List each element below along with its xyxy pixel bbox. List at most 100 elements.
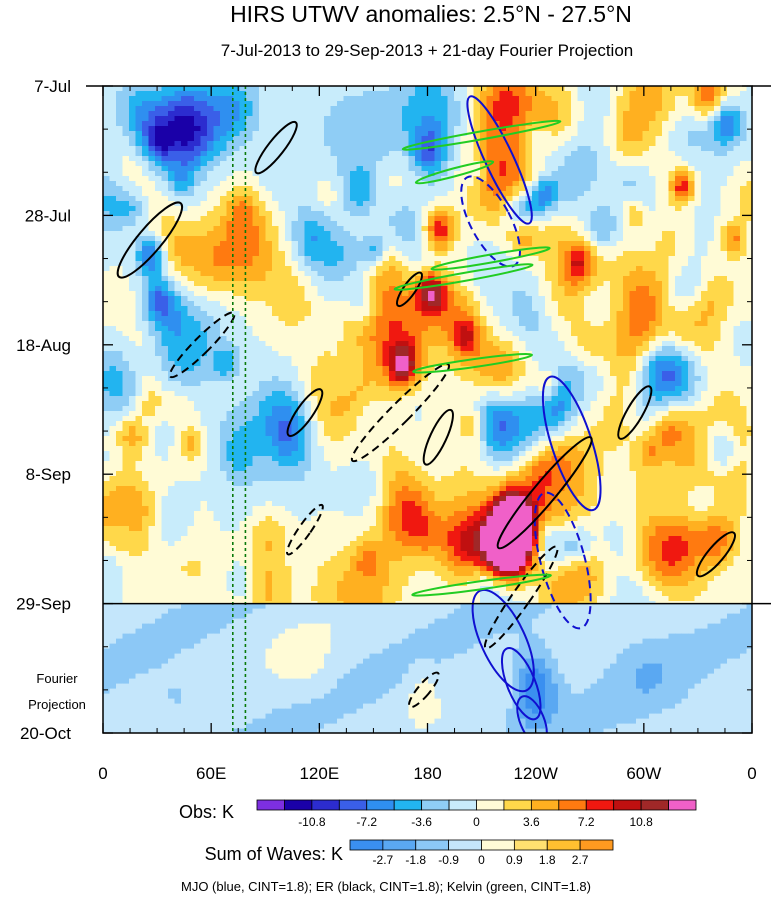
obs-cell — [629, 311, 637, 317]
obs-cell — [577, 166, 585, 172]
obs-cell — [714, 266, 721, 272]
obs-cell — [304, 216, 312, 222]
obs-cell — [155, 156, 162, 162]
obs-cell — [525, 91, 533, 97]
obs-cell — [330, 261, 338, 267]
obs-cell — [584, 141, 591, 147]
obs-cell — [688, 321, 695, 327]
obs-cell — [343, 191, 351, 197]
obs-cell — [343, 331, 351, 337]
obs-cell — [733, 296, 741, 302]
obs-cell — [337, 186, 344, 192]
obs-cell — [642, 176, 650, 182]
obs-cell — [421, 226, 429, 232]
obs-cell — [597, 111, 604, 117]
obs-cell — [389, 221, 396, 227]
obs-cell — [246, 91, 253, 97]
obs-cell — [324, 326, 331, 332]
obs-cell — [213, 226, 221, 232]
obs-cell — [642, 116, 650, 122]
obs-cell — [688, 236, 695, 242]
obs-cell — [597, 241, 604, 247]
obs-cell — [642, 271, 650, 277]
obs-cell — [662, 201, 669, 207]
obs-cell — [649, 86, 656, 92]
obs-cell — [493, 316, 500, 322]
obs-cell — [324, 221, 331, 227]
obs-cell — [623, 106, 630, 112]
obs-cell — [668, 246, 676, 252]
obs-cell — [161, 116, 169, 122]
obs-cell — [233, 196, 240, 202]
obs-cell — [584, 291, 591, 297]
obs-cell — [662, 136, 669, 142]
obs-cell — [408, 221, 416, 227]
obs-cell — [655, 141, 663, 147]
obs-cell — [207, 91, 214, 97]
obs-cell — [597, 281, 604, 287]
obs-cell — [467, 331, 474, 337]
obs-cell — [441, 186, 448, 192]
obs-cell — [740, 196, 747, 202]
obs-cell — [538, 206, 546, 212]
obs-cell — [174, 251, 182, 257]
obs-cell — [506, 236, 513, 242]
obs-cell — [610, 321, 617, 327]
obs-cell — [629, 216, 637, 222]
obs-cell — [558, 136, 565, 142]
obs-cell — [642, 131, 650, 137]
obs-cell — [239, 246, 247, 252]
obs-cell — [220, 131, 227, 137]
obs-cell — [278, 141, 286, 147]
obs-cell — [239, 231, 247, 237]
obs-cell — [525, 321, 533, 327]
obs-cell — [168, 261, 175, 267]
obs-cell — [499, 256, 507, 262]
obs-cell — [597, 261, 604, 267]
obs-cell — [343, 126, 351, 132]
obs-cell — [402, 221, 409, 227]
obs-cell — [233, 251, 240, 257]
obs-cell — [636, 136, 643, 142]
obs-cell — [415, 171, 422, 177]
obs-cell — [655, 246, 663, 252]
obs-cell — [168, 281, 175, 287]
obs-cell — [239, 311, 247, 317]
obs-cell — [701, 91, 708, 97]
obs-cell — [428, 191, 435, 197]
obs-cell — [675, 221, 682, 227]
obs-cell — [265, 101, 273, 107]
obs-cell — [122, 211, 130, 217]
obs-cell — [460, 251, 468, 257]
obs-cell — [512, 296, 520, 302]
obs-cell — [616, 116, 624, 122]
obs-cell — [564, 256, 572, 262]
obs-cell — [304, 156, 312, 162]
obs-cell — [142, 101, 149, 107]
obs-cell — [668, 296, 676, 302]
obs-cell — [519, 311, 526, 317]
obs-cell — [389, 111, 396, 117]
obs-cell — [213, 151, 221, 157]
obs-cell — [681, 216, 689, 222]
obs-cell — [408, 156, 416, 162]
obs-cell — [311, 211, 318, 217]
obs-cell — [285, 91, 292, 97]
obs-cell — [343, 171, 351, 177]
obs-cell — [337, 151, 344, 157]
obs-cell — [473, 271, 481, 277]
obs-cell — [460, 301, 468, 307]
obs-cell — [187, 126, 195, 132]
obs-cell — [525, 281, 533, 287]
obs-cell — [343, 236, 351, 242]
obs-cell — [512, 216, 520, 222]
obs-cell — [174, 111, 182, 117]
obs-cell — [233, 306, 240, 312]
obs-cell — [668, 196, 676, 202]
obs-cell — [558, 131, 565, 137]
obs-cell — [343, 201, 351, 207]
obs-cell — [207, 281, 214, 287]
obs-cell — [629, 211, 637, 217]
obs-cell — [213, 321, 221, 327]
obs-cell — [727, 261, 734, 267]
